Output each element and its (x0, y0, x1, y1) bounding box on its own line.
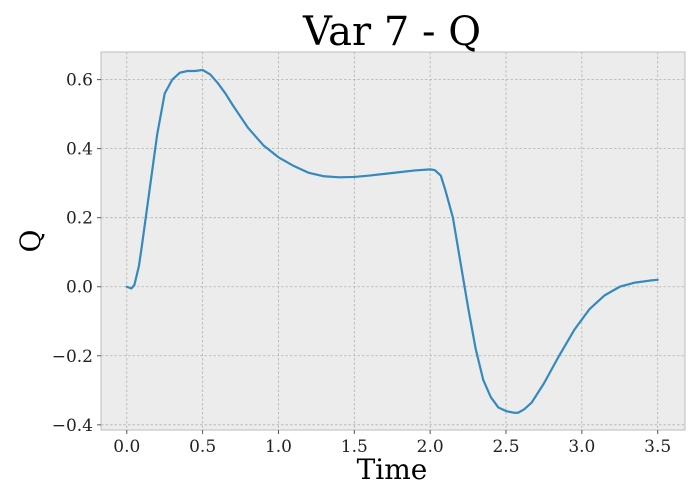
x-tick-label: 3.0 (568, 437, 595, 457)
y-tick-label: 0.2 (66, 209, 93, 229)
x-tick-label: 0.5 (189, 437, 216, 457)
x-tick-label: 1.0 (265, 437, 292, 457)
x-tick-label: 2.5 (492, 437, 519, 457)
plot-frame (100, 51, 686, 431)
y-tick-label: −0.4 (52, 416, 93, 436)
series-layer (125, 68, 659, 414)
y-tick-label: 0.0 (66, 278, 93, 298)
y-axis: −0.4 −0.2 0.0 0.2 0.4 0.6 (52, 71, 101, 436)
x-tick-label: 3.5 (644, 437, 671, 457)
y-tick-label: 0.6 (66, 71, 93, 91)
x-tick-label: 2.0 (417, 437, 444, 457)
x-axis-label: Time (357, 453, 428, 486)
x-axis: 0.0 0.5 1.0 1.5 2.0 2.5 3.0 3.5 (113, 430, 671, 457)
plot-background (101, 52, 685, 430)
grid (101, 52, 685, 430)
x-tick-label: 0.0 (113, 437, 140, 457)
series-line (125, 68, 659, 414)
x-tick-label: 1.5 (341, 437, 368, 457)
y-axis-label: Q (14, 230, 47, 253)
chart-title: Var 7 - Q (302, 9, 481, 55)
y-tick-label: 0.4 (66, 140, 93, 160)
y-tick-label: −0.2 (52, 347, 93, 367)
